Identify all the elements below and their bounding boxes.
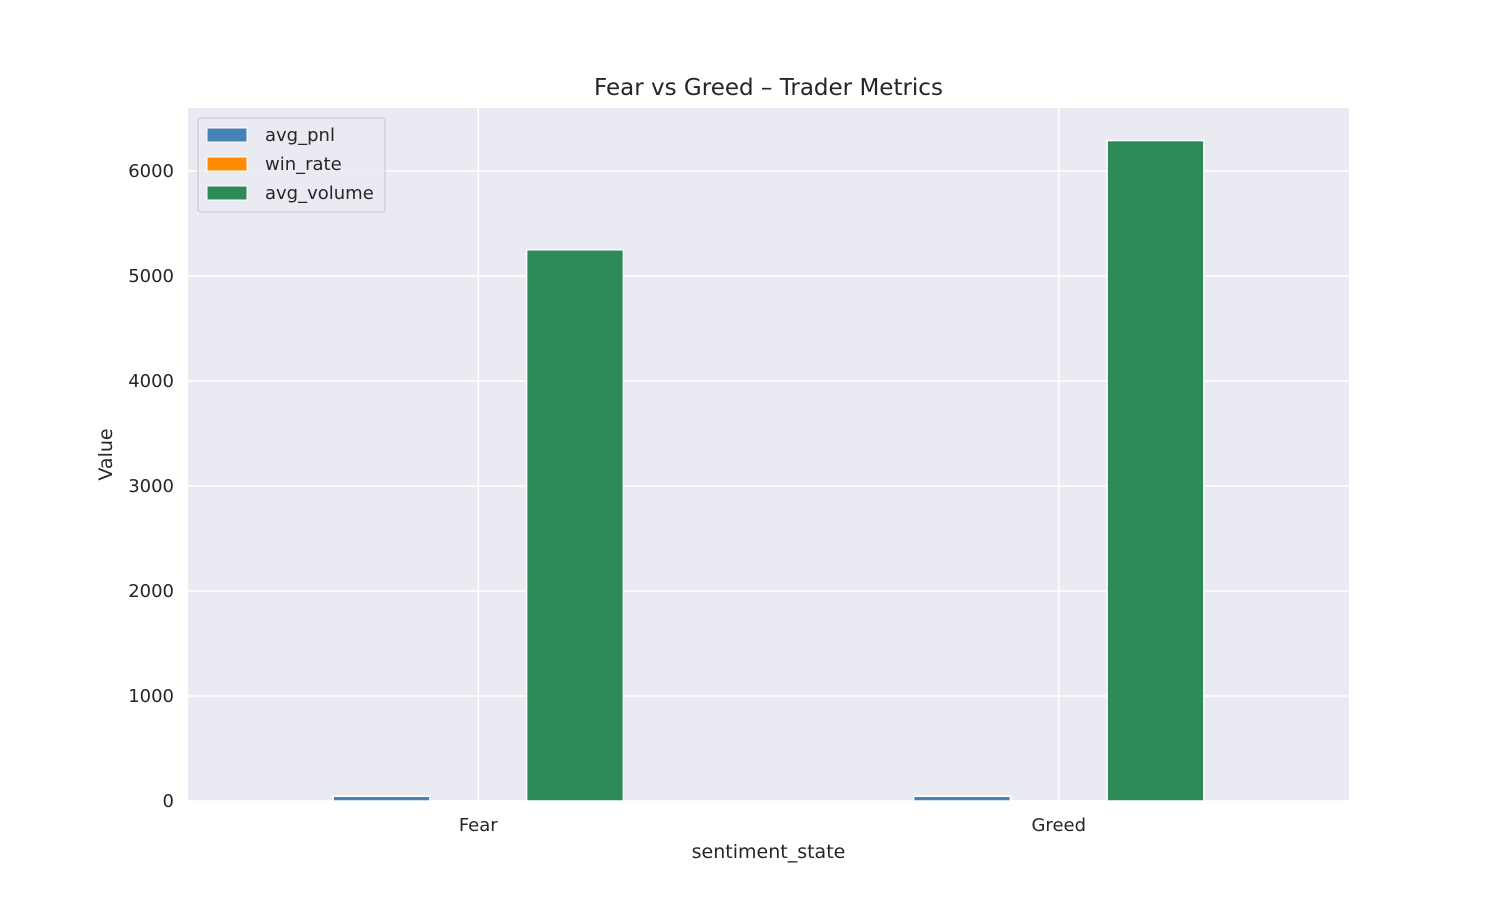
y-tick-label: 0 (163, 791, 174, 812)
bar-avg_pnl-fear (332, 795, 431, 802)
x-axis-ticks: Fear Greed (459, 815, 1086, 836)
legend-swatch-avg_pnl (206, 127, 248, 143)
chart-title: Fear vs Greed – Trader Metrics (594, 75, 943, 101)
bar-avg_pnl-greed (912, 795, 1012, 802)
x-axis-label: sentiment_state (692, 841, 846, 863)
x-tick-label: Fear (459, 815, 498, 836)
y-tick-label: 6000 (128, 161, 174, 182)
y-tick-label: 5000 (128, 266, 174, 287)
bar-win_rate-greed (1009, 800, 1108, 803)
legend: avg_pnl win_rate avg_volume (197, 117, 386, 213)
legend-label-win_rate: win_rate (265, 154, 342, 175)
y-tick-label: 4000 (128, 371, 174, 392)
bars (332, 139, 1205, 803)
y-tick-label: 3000 (128, 476, 174, 497)
bar-avg_volume-greed (1106, 139, 1205, 802)
y-axis-label: Value (95, 428, 117, 480)
bar-win_rate-fear (429, 800, 528, 803)
legend-swatch-avg_volume (206, 185, 248, 201)
legend-label-avg_pnl: avg_pnl (265, 125, 335, 146)
bar-avg_volume-fear (525, 249, 625, 802)
y-tick-label: 2000 (128, 581, 174, 602)
x-tick-label: Greed (1031, 815, 1086, 836)
legend-label-avg_volume: avg_volume (265, 183, 374, 204)
y-tick-label: 1000 (128, 686, 174, 707)
y-axis-ticks: 0 1000 2000 3000 4000 5000 6000 (128, 161, 174, 812)
legend-swatch-win_rate (206, 156, 248, 172)
